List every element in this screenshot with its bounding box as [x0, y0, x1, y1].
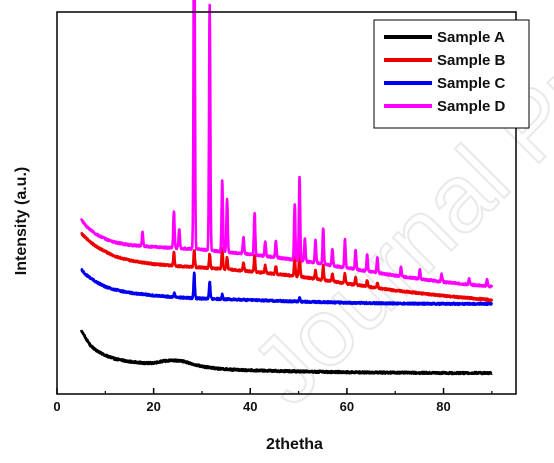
- x-tick-label: 0: [53, 399, 60, 414]
- series-line-sample-b: [80, 232, 494, 303]
- x-tick-label: 80: [436, 399, 450, 414]
- series-line-sample-c: [80, 268, 493, 307]
- series-line-sample-a: [79, 329, 493, 376]
- x-axis-ticks: 0 20 40 60 80: [53, 388, 493, 414]
- legend-label: Sample C: [437, 75, 506, 92]
- series-line-sample-d: [79, 0, 494, 289]
- legend-label: Sample A: [437, 29, 505, 46]
- x-axis-title: 2thetha: [266, 436, 323, 453]
- x-tick-label: 60: [340, 399, 354, 414]
- legend-label: Sample D: [437, 98, 506, 115]
- x-tick-label: 20: [146, 399, 160, 414]
- series-layer: [79, 0, 494, 376]
- x-tick-label: 40: [243, 399, 257, 414]
- legend-label: Sample B: [437, 52, 506, 69]
- plot-frame: [56, 11, 517, 395]
- legend: Sample A Sample B Sample C Sample D: [373, 19, 530, 129]
- y-axis-title: Intensity (a.u.): [13, 167, 30, 275]
